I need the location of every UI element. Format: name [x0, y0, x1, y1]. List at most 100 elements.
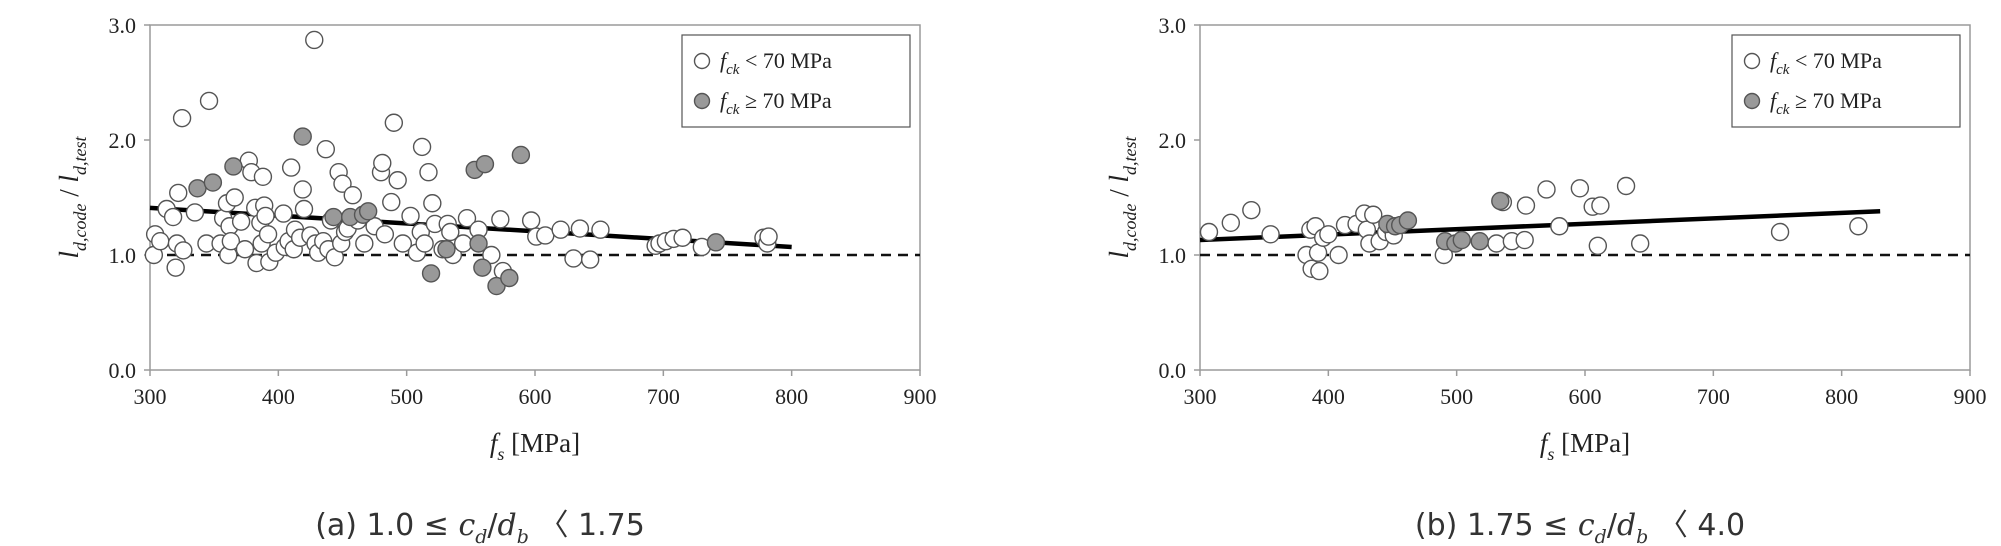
legend-box	[1731, 34, 1961, 128]
data-point	[1398, 211, 1418, 230]
series-fck-above-70	[188, 127, 726, 296]
data-point	[1329, 245, 1348, 265]
data-point	[324, 207, 343, 227]
data-point	[1588, 236, 1608, 256]
y-axis-title: ld,code​ / ld,test​	[1104, 135, 1140, 258]
data-point	[388, 171, 407, 190]
series-fck-above-70	[1378, 191, 1510, 253]
data-point	[199, 91, 219, 111]
data-point	[412, 137, 432, 157]
data-point	[231, 212, 251, 231]
x-tick-label: 600	[519, 384, 552, 409]
data-point	[355, 234, 374, 253]
x-axis-title: fs​ [MPa]	[490, 428, 580, 464]
data-point	[253, 167, 273, 187]
data-point	[1261, 225, 1280, 244]
data-point	[166, 258, 185, 277]
x-tick-label: 300	[1184, 384, 1217, 409]
data-point	[469, 234, 488, 253]
legend-label: fck​ ≥ 70 MPa	[720, 88, 832, 118]
data-point	[521, 211, 541, 230]
data-point	[511, 145, 531, 165]
data-point	[1221, 213, 1241, 233]
data-point	[1537, 180, 1556, 199]
legend-label: fck​ < 70 MPa	[720, 48, 832, 78]
legend-marker	[1743, 92, 1761, 110]
data-point	[564, 249, 583, 268]
data-point	[235, 240, 255, 259]
data-point	[188, 179, 207, 198]
y-tick-label: 1.0	[1159, 243, 1187, 268]
data-point	[294, 199, 314, 219]
data-point	[551, 220, 570, 239]
data-point	[1515, 230, 1534, 250]
y-tick-label: 2.0	[109, 128, 137, 153]
chart-caption: (b) 1.75 ≤ cd​/db​ 〈 4.0	[1415, 508, 1745, 546]
data-point	[1491, 191, 1510, 211]
y-tick-label: 2.0	[1159, 128, 1187, 153]
y-tick-label: 0.0	[1159, 358, 1187, 383]
data-point	[373, 153, 392, 173]
data-point	[1319, 225, 1338, 244]
data-point	[221, 231, 241, 251]
series-fck-below-70	[1199, 176, 1868, 281]
data-point	[1591, 196, 1610, 215]
data-point	[1242, 200, 1261, 220]
x-tick-label: 400	[262, 384, 295, 409]
x-axis-title: fs​ [MPa]	[1540, 428, 1630, 464]
data-point	[1452, 230, 1472, 250]
legend: fck​ < 70 MPa fck​ ≥ 70 MPa	[1731, 34, 1961, 128]
y-axis-title: ld,code​ / ld,test​	[54, 135, 90, 258]
data-point	[256, 206, 275, 226]
data-point	[1470, 231, 1489, 251]
data-point	[421, 264, 441, 283]
x-tick-label: 700	[647, 384, 680, 409]
chart-caption: (a) 1.0 ≤ cd​/db​ 〈 1.75	[315, 508, 645, 546]
y-tick-label: 3.0	[109, 13, 137, 38]
data-point	[1487, 234, 1506, 253]
data-point	[423, 194, 442, 213]
data-point	[343, 185, 362, 205]
data-point	[441, 222, 460, 242]
data-point	[706, 233, 726, 252]
data-point	[1570, 179, 1590, 198]
legend-label: fck​ < 70 MPa	[1770, 48, 1882, 78]
y-tick-label: 0.0	[109, 358, 137, 383]
x-tick-label: 400	[1312, 384, 1345, 409]
x-tick-label: 600	[1569, 384, 1602, 409]
legend-marker	[693, 92, 711, 110]
chart-b: 0.0 1.0 2.0 3.0 300 400 500 600 700 800 900 fs​ [MP…	[1104, 13, 1987, 546]
x-tick-label: 800	[775, 384, 808, 409]
data-point	[491, 210, 510, 229]
data-point	[401, 206, 420, 226]
data-point	[163, 207, 183, 227]
data-point	[580, 250, 600, 269]
data-point	[591, 220, 610, 239]
data-point	[473, 258, 492, 277]
x-tick-label: 500	[1440, 384, 1473, 409]
data-point	[759, 227, 778, 246]
x-tick-label: 900	[904, 384, 937, 409]
x-tick-label: 700	[1697, 384, 1730, 409]
data-point	[1199, 222, 1219, 242]
x-tick-label: 500	[390, 384, 423, 409]
legend-marker	[1743, 52, 1761, 70]
data-point	[333, 174, 352, 193]
data-point	[169, 183, 188, 203]
data-point	[203, 173, 223, 192]
data-point	[384, 113, 404, 132]
data-point	[536, 226, 555, 245]
data-point	[224, 157, 243, 176]
data-point	[482, 245, 501, 265]
legend: fck​ < 70 MPa fck​ ≥ 70 MPa	[681, 34, 911, 128]
x-tick-label: 800	[1825, 384, 1858, 409]
data-point	[185, 203, 205, 222]
data-point	[305, 30, 324, 50]
y-tick-label: 3.0	[1159, 13, 1187, 38]
data-point	[1770, 222, 1790, 242]
chart-a: 0.0 1.0 2.0 3.0 300 400 500 600 700 800 900 fs​ [MP…	[54, 13, 937, 546]
data-point	[172, 108, 192, 128]
data-point	[570, 219, 590, 238]
data-point	[673, 228, 692, 247]
